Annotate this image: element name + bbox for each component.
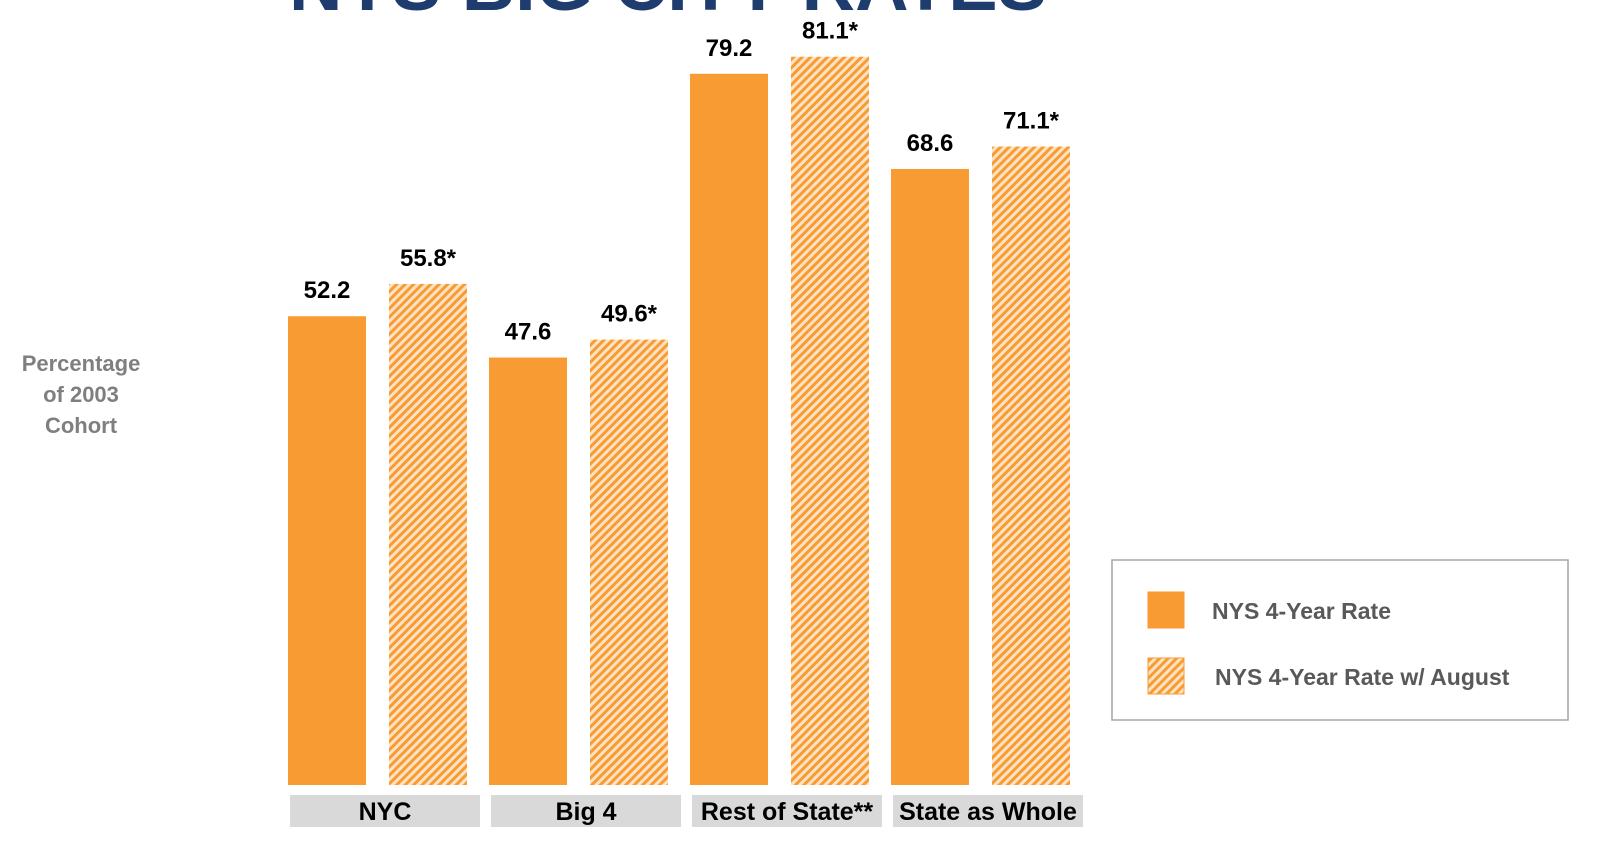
bar [389, 283, 467, 785]
x-tick-label: NYC [359, 798, 412, 826]
bar [992, 146, 1070, 786]
bar [590, 339, 668, 785]
bar [690, 73, 768, 785]
data-label: 52.2 [304, 277, 351, 304]
data-label: 68.6 [907, 130, 954, 157]
data-label: 49.6* [601, 301, 658, 328]
chart-title: NYS BIG CITY RATES [289, 0, 1047, 26]
bar [791, 56, 869, 786]
legend-label: NYS 4-Year Rate [1212, 598, 1391, 624]
bar [288, 316, 366, 785]
y-axis-label-line: Cohort [45, 413, 118, 438]
bar [489, 357, 567, 785]
legend-swatch [1147, 657, 1185, 695]
x-tick-label: Big 4 [555, 798, 616, 826]
bar [891, 168, 969, 786]
category-box [290, 795, 480, 827]
legend-swatch [1147, 591, 1185, 629]
data-label: 81.1* [802, 18, 859, 45]
legend-label: NYS 4-Year Rate w/ August [1215, 664, 1510, 690]
category-box [491, 795, 681, 827]
y-axis-label-line: Percentage [22, 351, 141, 376]
data-label: 55.8* [400, 245, 457, 272]
y-axis-label-line: of 2003 [43, 382, 119, 407]
category-box [893, 795, 1083, 827]
y-axis-label: Percentage of 2003 Cohort [22, 351, 141, 438]
legend-box [1111, 559, 1569, 721]
data-label: 71.1* [1003, 108, 1060, 135]
data-label: 47.6 [505, 319, 552, 346]
x-tick-label: State as Whole [899, 798, 1077, 826]
data-label: 79.2 [706, 35, 753, 62]
x-tick-label: Rest of State** [701, 798, 874, 826]
category-box [692, 795, 882, 827]
